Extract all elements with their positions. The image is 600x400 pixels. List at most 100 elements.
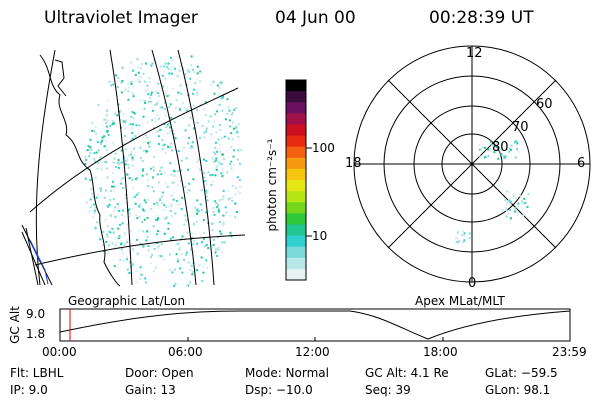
emission-pixel [154, 103, 157, 106]
emission-pixel [171, 149, 173, 152]
timeline-y-bottom: 1.8 [26, 327, 46, 341]
polar-emission-pixel [509, 202, 512, 205]
color-scale-frame [285, 79, 307, 281]
emission-pixel [107, 230, 110, 233]
emission-pixel [134, 178, 137, 180]
emission-pixel [158, 244, 161, 247]
emission-pixel [152, 127, 155, 129]
emission-pixel [96, 221, 99, 224]
emission-pixel [100, 141, 103, 144]
emission-pixel [142, 149, 145, 152]
emission-pixel [211, 222, 214, 225]
emission-pixel [156, 230, 159, 233]
emission-pixel [157, 217, 160, 220]
emission-pixel [115, 208, 118, 211]
emission-pixel [218, 199, 221, 202]
emission-pixel [152, 190, 155, 193]
emission-pixel [111, 185, 113, 188]
emission-pixel [111, 227, 114, 230]
emission-pixel [153, 247, 156, 250]
emission-pixel [226, 171, 229, 174]
emission-pixel [192, 250, 195, 253]
emission-pixel [184, 129, 187, 132]
emission-pixel [183, 146, 186, 149]
emission-pixel [192, 222, 195, 225]
emission-pixel [236, 158, 239, 161]
emission-pixel [128, 208, 131, 211]
timeline-tick-label-1800: 18:00 [423, 345, 458, 359]
emission-pixel [162, 209, 165, 212]
emission-pixel [117, 227, 120, 230]
emission-pixel [213, 213, 216, 216]
emission-pixel [237, 135, 240, 138]
emission-pixel [95, 196, 98, 199]
emission-pixel [192, 243, 195, 246]
emission-pixel [236, 211, 239, 214]
emission-pixel [218, 81, 221, 84]
emission-pixel [199, 70, 201, 73]
emission-pixel [186, 106, 188, 109]
emission-pixel [136, 177, 138, 179]
mode-info: Mode: Normal [245, 366, 329, 380]
emission-pixel [157, 204, 160, 207]
emission-pixel [167, 227, 170, 230]
polar-emission-pixel [494, 145, 497, 148]
emission-pixel [205, 259, 208, 262]
emission-pixel [239, 178, 241, 181]
emission-pixel [192, 178, 195, 181]
emission-pixel [206, 102, 208, 105]
emission-pixel [149, 140, 152, 143]
emission-pixel [216, 206, 219, 209]
emission-pixel [131, 92, 134, 95]
emission-pixel [203, 136, 206, 139]
emission-pixel [205, 130, 208, 133]
emission-pixel [114, 215, 117, 218]
emission-pixel [108, 244, 110, 247]
emission-pixel [154, 266, 157, 269]
emission-pixel [105, 240, 108, 243]
emission-pixel [97, 162, 100, 164]
emission-pixel [203, 172, 206, 175]
emission-pixel [230, 132, 233, 135]
emission-pixel [147, 249, 150, 252]
emission-pixel [151, 186, 154, 189]
emission-pixel [110, 84, 112, 87]
emission-pixel [174, 212, 177, 215]
emission-pixel [196, 211, 199, 214]
emission-pixel [139, 277, 142, 280]
emission-pixel [213, 92, 216, 95]
emission-pixel [137, 71, 140, 74]
emission-pixel [128, 215, 131, 218]
emission-pixel [91, 122, 94, 125]
polar-emission-pixel [500, 148, 503, 151]
emission-pixel [206, 195, 208, 198]
blue-boundary-line [29, 239, 49, 285]
emission-pixel [111, 121, 114, 124]
emission-pixel [122, 113, 125, 115]
emission-pixel [164, 62, 167, 65]
emission-pixel [121, 66, 124, 69]
emission-pixel [126, 258, 128, 261]
colorbar-segment [286, 246, 306, 259]
apex-panel-label: Apex MLat/MLT [415, 294, 505, 308]
emission-pixel [233, 107, 236, 109]
emission-pixel [143, 199, 146, 202]
emission-pixel [215, 202, 218, 205]
emission-pixel [116, 161, 119, 164]
emission-pixel [164, 92, 167, 95]
emission-pixel [175, 253, 178, 256]
timeline-tick-label-0000: 00:00 [42, 345, 77, 359]
emission-pixel [179, 203, 182, 206]
emission-pixel [117, 205, 120, 208]
emission-pixel [233, 108, 236, 111]
emission-pixel [214, 174, 217, 177]
polar-emission-pixel [523, 197, 526, 200]
polar-emission-pixel [503, 157, 506, 160]
emission-pixel [121, 222, 124, 225]
emission-pixel [173, 268, 176, 271]
emission-pixel [189, 281, 192, 284]
emission-pixel [150, 167, 152, 170]
emission-pixel [212, 210, 215, 213]
emission-pixel [222, 189, 225, 192]
emission-pixel [217, 208, 220, 211]
